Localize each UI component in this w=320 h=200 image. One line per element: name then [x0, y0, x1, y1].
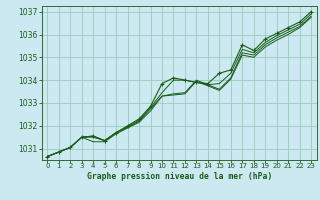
X-axis label: Graphe pression niveau de la mer (hPa): Graphe pression niveau de la mer (hPa)	[87, 172, 272, 181]
